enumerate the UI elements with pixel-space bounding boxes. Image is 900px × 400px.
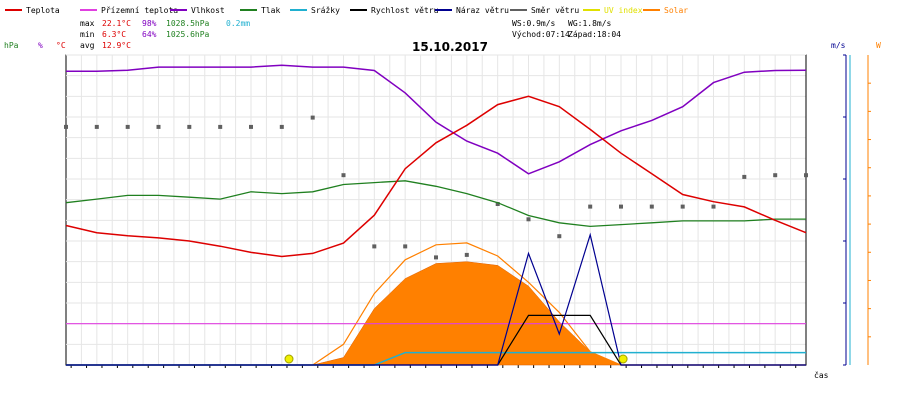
wind-direction-dot	[156, 124, 161, 129]
legend-label-rychlost-vetru: Rychlost větru	[371, 6, 439, 15]
stat-wg: WG:1.8m/s	[568, 19, 612, 28]
legend-label-vlhkost: Vlhkost	[191, 6, 225, 15]
wind-direction-dot	[649, 204, 654, 209]
axis-unit-ms: m/s	[831, 41, 846, 50]
humidity-line	[66, 64, 807, 175]
wind-direction-dot	[94, 124, 99, 129]
wind-direction-dot	[680, 204, 685, 209]
legend-label-smer-vetru: Směr větru	[531, 6, 579, 15]
temperature-line	[65, 95, 807, 258]
stat-max-hum: 98%	[142, 19, 157, 28]
wind-direction-dot	[526, 217, 531, 222]
wind-direction-dot	[495, 202, 500, 206]
wind-direction-dot	[619, 204, 623, 209]
legend-label-solar: Solar	[664, 6, 688, 15]
stat-ws: WS:0.9m/s	[512, 19, 556, 28]
wind-direction-dot	[249, 124, 253, 129]
chart-title: 15.10.2017	[412, 40, 488, 54]
legend: Teplota Přízemní teplota Vlhkost Tlak Sr…	[5, 6, 688, 15]
stat-sunrise: Východ:07:14	[512, 30, 570, 39]
wind-direction-dot	[773, 173, 778, 178]
legend-label-prizemni-teplota: Přízemní teplota	[101, 6, 178, 15]
wind-direction-dot	[557, 234, 562, 239]
wind-direction-dot	[434, 255, 438, 260]
axis-unit-hpa: hPa	[4, 41, 19, 50]
wind-direction-dot	[588, 204, 593, 209]
axis-unit-pct: %	[38, 41, 43, 50]
stat-rain: 0.2mm	[226, 19, 250, 28]
axis-unit-c: °C	[56, 41, 66, 50]
wind-direction-dot	[372, 244, 377, 249]
axis-unit-w: W	[876, 41, 881, 50]
stat-max-press: 1028.5hPa	[166, 19, 210, 28]
wind-direction-dot	[310, 115, 315, 120]
legend-label-teplota: Teplota	[26, 6, 60, 15]
wind-direction-dot	[64, 124, 68, 129]
wind-direction-dot	[218, 124, 223, 129]
stat-max-label: max	[80, 19, 95, 28]
uv-marker	[618, 354, 628, 364]
stat-min-hum: 64%	[142, 30, 157, 39]
wind-direction-dot	[742, 174, 747, 179]
wind-direction-dot	[187, 124, 192, 129]
legend-label-naraz-vetru: Náraz větru	[456, 6, 509, 15]
wind-gust-line	[66, 232, 806, 366]
stat-min-press: 1025.6hPa	[166, 30, 210, 39]
wind-direction-dot	[804, 173, 808, 178]
wind-direction-dot	[403, 244, 408, 249]
legend-label-tlak: Tlak	[261, 6, 280, 15]
uv-marker	[284, 354, 294, 364]
wind-direction-dot	[279, 124, 284, 129]
stat-avg-temp: 12.9°C	[102, 41, 131, 50]
wind-direction-dot	[341, 173, 346, 178]
stat-min-label: min	[80, 30, 95, 39]
stat-sunset: Západ:18:04	[568, 30, 621, 39]
stat-min-temp: 6.3°C	[102, 30, 126, 39]
legend-label-uv-index: UV index	[604, 6, 643, 15]
axis-unit-time: čas	[814, 370, 829, 380]
stat-max-temp: 22.1°C	[102, 19, 131, 28]
wind-direction-dot	[125, 124, 130, 129]
stats: max 22.1°C 98% 1028.5hPa 0.2mm min 6.3°C…	[80, 19, 621, 50]
series-layer	[64, 64, 808, 366]
wind-direction-dot	[711, 204, 716, 209]
wind-direction-dot	[464, 252, 469, 257]
pressure-line	[65, 180, 806, 228]
legend-label-srazky: Srážky	[311, 6, 340, 15]
stat-avg-label: avg	[80, 41, 95, 50]
